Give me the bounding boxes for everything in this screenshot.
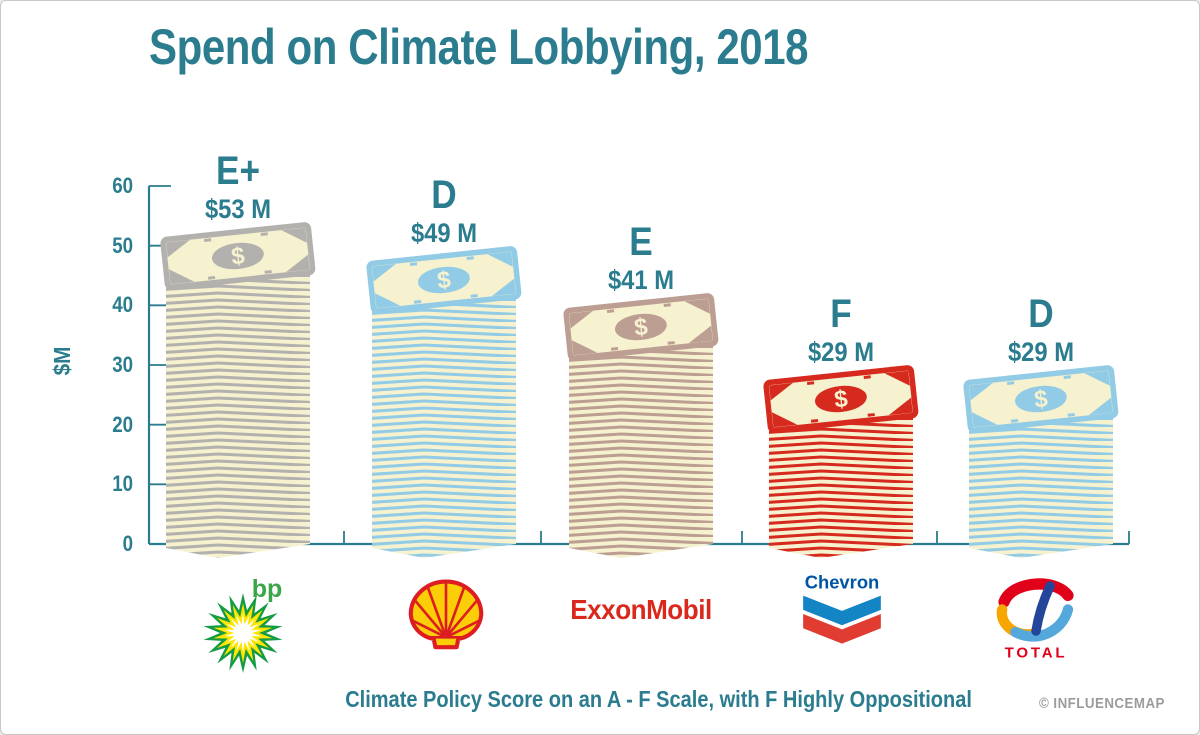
amount-label: $29 M — [1007, 337, 1075, 367]
bar-label-exxonmobil: E $41 M — [544, 221, 738, 295]
amount-label: $41 M — [607, 265, 675, 295]
bar-label-shell: D $49 M — [347, 174, 541, 248]
chevron-logo-icon: Chevron — [803, 571, 881, 644]
money-stack-total: $ — [963, 365, 1119, 560]
money-stack-art: $ — [763, 365, 919, 558]
y-tick-label-10: 10 — [112, 471, 133, 497]
total-logo-icon: TOTAL — [996, 578, 1074, 661]
svg-text:bp: bp — [252, 575, 283, 603]
y-tick-label-50: 50 — [112, 232, 133, 258]
exxonmobil-logo-wordmark: ExxonMobil — [570, 594, 712, 625]
shell-logo-icon — [408, 579, 484, 650]
svg-text:TOTAL: TOTAL — [1005, 644, 1068, 661]
amount-label: $53 M — [204, 194, 272, 224]
svg-text:$: $ — [436, 266, 453, 294]
logo-exxonmobil: ExxonMobil — [541, 594, 741, 626]
svg-text:$: $ — [1033, 385, 1050, 413]
svg-text:$: $ — [633, 313, 650, 341]
money-stack-art: $ — [963, 365, 1119, 558]
y-tick-label-30: 30 — [112, 352, 133, 377]
logo-chevron: Chevron — [796, 571, 888, 660]
y-tick-label-20: 20 — [112, 411, 133, 437]
grade-label: E+ — [215, 149, 261, 193]
grade-label: D — [431, 173, 457, 217]
bar-label-total: D $29 M — [944, 293, 1138, 367]
svg-text:$: $ — [833, 385, 850, 413]
credit-watermark: © INFLUENCEMAP — [1039, 696, 1165, 712]
svg-text:Chevron: Chevron — [805, 573, 880, 592]
money-stack-bp: $ — [160, 222, 316, 560]
money-stack-chevron: $ — [763, 365, 919, 560]
bar-label-bp: E+ $53 M — [141, 150, 335, 224]
logo-bp: bp — [199, 571, 295, 680]
money-stack-exxonmobil: $ — [563, 293, 719, 560]
money-stack-art: $ — [366, 246, 522, 558]
money-stack-art: $ — [563, 293, 719, 558]
y-tick-label-40: 40 — [112, 292, 133, 318]
bp-logo-icon: bp — [203, 575, 283, 673]
money-stack-shell: $ — [366, 246, 522, 560]
chart-caption: Climate Policy Score on an A - F Scale, … — [345, 686, 972, 712]
amount-label: $49 M — [410, 218, 478, 248]
chart-title: Spend on Climate Lobbying, 2018 — [149, 19, 809, 75]
grade-label: F — [830, 292, 852, 336]
grade-label: D — [1028, 292, 1054, 336]
y-tick-label-0: 0 — [122, 531, 133, 556]
grade-label: E — [629, 220, 653, 264]
amount-label: $29 M — [807, 337, 875, 367]
svg-text:$: $ — [230, 242, 247, 270]
bar-label-chevron: F $29 M — [744, 293, 938, 367]
logo-shell — [405, 578, 487, 659]
money-stack-art: $ — [160, 222, 316, 558]
y-tick-label-60: 60 — [112, 173, 133, 198]
logo-total: TOTAL — [989, 569, 1083, 670]
